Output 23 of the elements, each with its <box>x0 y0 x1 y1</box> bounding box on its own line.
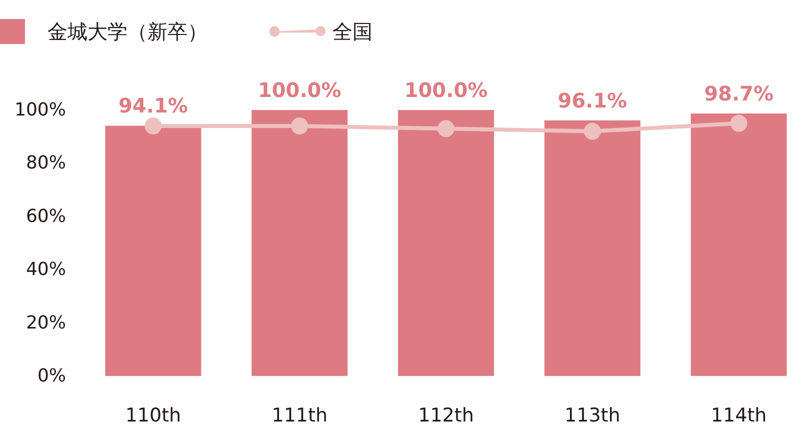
bar <box>105 126 202 376</box>
x-tick-label: 112th <box>418 404 474 426</box>
y-tick-label: 40% <box>26 259 66 280</box>
data-label: 94.1% <box>118 94 188 118</box>
x-tick-label: 111th <box>272 404 328 426</box>
x-tick-label: 113th <box>564 404 620 426</box>
legend-label: 金城大学（新卒） <box>48 20 208 44</box>
bar <box>690 113 787 376</box>
y-tick-label: 20% <box>26 312 66 334</box>
bar <box>252 110 348 376</box>
bar <box>398 110 494 376</box>
legend-label: 全国 <box>332 20 372 44</box>
data-label: 98.7% <box>704 81 774 106</box>
bar <box>544 120 640 376</box>
y-tick-label: 100% <box>14 100 66 120</box>
data-label: 100.0% <box>258 78 342 102</box>
x-tick-label: 110th <box>125 404 182 426</box>
data-label: 100.0% <box>404 78 488 102</box>
y-tick-label: 0% <box>37 366 66 386</box>
y-tick-label: 60% <box>26 206 66 227</box>
x-tick-label: 114th <box>710 404 767 426</box>
data-label: 96.1% <box>558 88 628 112</box>
y-tick-label: 80% <box>26 152 66 174</box>
